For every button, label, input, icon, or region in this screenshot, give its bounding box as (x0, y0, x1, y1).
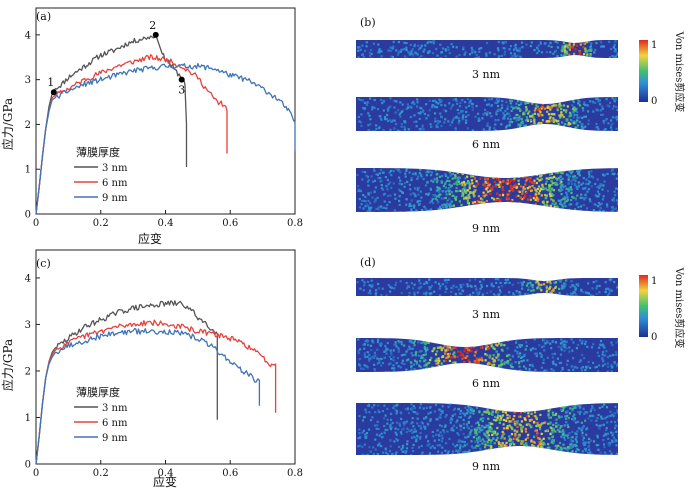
y-tick-label: 3 (25, 75, 31, 86)
y-tick-label: 2 (25, 120, 31, 131)
panel-a: (a) 0 0.2 0.4 0.6 0.8 0 1 2 3 4 1 2 3 应变 应力/GPa 薄膜厚度… (0, 7, 303, 246)
y-tick-label: 2 (25, 366, 31, 377)
series-line-6nm (35, 54, 228, 215)
panel-label-b: (b) (360, 16, 376, 29)
colorbar-min-d: 0 (651, 332, 657, 343)
marker-point-3 (178, 76, 185, 83)
slab-strain-speckle (357, 97, 618, 131)
y-tick-label: 4 (25, 273, 31, 284)
strain-maps-d (356, 278, 618, 455)
legend-label-6nm-a: 6 nm (102, 178, 128, 189)
slab-label-6nm-d: 6 nm (472, 377, 501, 390)
marker-label-3: 3 (178, 84, 185, 97)
slab-label-9nm-b: 9 nm (472, 222, 501, 235)
x-tick-label: 0.4 (158, 218, 174, 229)
legend-label-9nm-a: 9 nm (102, 193, 128, 204)
xlabel-a: 应变 (138, 231, 162, 246)
ylabel-c: 应力/GPa (0, 339, 15, 391)
x-tick-label: 0.2 (93, 468, 109, 479)
x-tick-label: 0.4 (158, 468, 174, 479)
legend-title-c: 薄膜厚度 (76, 385, 120, 399)
legend-label-3nm-a: 3 nm (102, 163, 128, 174)
stress-strain-plot-a: 0 0.2 0.4 0.6 0.8 0 1 2 3 4 1 2 3 (25, 7, 303, 229)
x-tick-label: 0.8 (287, 218, 303, 229)
marker-point-2 (152, 31, 159, 38)
colorbar-d: 1 0 Von mises剪应变 (639, 267, 686, 349)
slab-9nm-b (356, 168, 618, 212)
xlabel-c: 应变 (153, 474, 177, 489)
slab-6nm-d (356, 338, 618, 372)
colorbar-label-d: Von mises剪应变 (673, 267, 686, 349)
slab-label-6nm-b: 6 nm (472, 138, 501, 151)
slab-3nm-b (356, 40, 618, 58)
x-tick-label: 0.2 (93, 218, 109, 229)
panel-b: (b) 3 nm 6 nm 9 nm 1 0 Von mises剪应变 (356, 16, 686, 235)
x-tick-label: 0.8 (287, 468, 303, 479)
ylabel-a: 应力/GPa (0, 98, 15, 150)
strain-maps-b (356, 40, 618, 212)
x-tick-label: 0 (33, 468, 39, 479)
x-tick-label: 0.6 (222, 218, 238, 229)
legend-title-a: 薄膜厚度 (76, 145, 120, 159)
x-tick-label: 0.6 (222, 468, 238, 479)
legend-label-9nm-c: 9 nm (102, 433, 128, 444)
colorbar-min-b: 0 (651, 96, 657, 107)
colorbar-label-b: Von mises剪应变 (673, 31, 686, 113)
slab-label-3nm-d: 3 nm (472, 308, 501, 321)
y-tick-label: 0 (25, 210, 31, 221)
panel-c: (c) 0 0.2 0.4 0.6 0.8 0 1 2 3 4 应变 应力/GPa 薄膜厚度 3 … (0, 249, 303, 489)
x-tick-label: 0 (33, 218, 39, 229)
y-tick-label: 4 (25, 30, 31, 41)
y-tick-label: 3 (25, 320, 31, 331)
y-tick-label: 1 (25, 165, 31, 176)
slab-label-9nm-d: 9 nm (472, 460, 501, 473)
colorbar-gradient-d (639, 275, 648, 337)
legend-label-3nm-c: 3 nm (102, 403, 128, 414)
marker-label-1: 1 (47, 76, 54, 89)
plot-frame (35, 7, 296, 215)
marker-label-2: 2 (149, 19, 156, 32)
legend-label-6nm-c: 6 nm (102, 418, 128, 429)
slab-label-3nm-b: 3 nm (472, 68, 501, 81)
panel-label-d: (d) (360, 256, 376, 269)
colorbar-max-d: 1 (651, 276, 657, 287)
colorbar-max-b: 1 (651, 40, 657, 51)
panel-d: (d) 3 nm 6 nm 9 nm 1 0 Von mises剪应变 (356, 256, 686, 473)
marker-point-1 (50, 89, 57, 96)
y-tick-label: 1 (25, 413, 31, 424)
series-line-6nm (35, 319, 277, 465)
stress-strain-plot-c: 0 0.2 0.4 0.6 0.8 0 1 2 3 4 (25, 249, 303, 479)
colorbar-gradient-b (639, 40, 648, 102)
y-tick-label: 0 (25, 460, 31, 471)
panel-label-a: (a) (36, 10, 51, 23)
slab-6nm-b (356, 97, 618, 131)
legend-c: 薄膜厚度 3 nm 6 nm 9 nm (74, 385, 128, 444)
slab-3nm-d (356, 278, 618, 296)
series-line-9nm (35, 328, 261, 465)
series-line-3nm (35, 300, 218, 465)
slab-9nm-d (356, 403, 618, 455)
legend-a: 薄膜厚度 3 nm 6 nm 9 nm (74, 145, 128, 204)
colorbar-b: 1 0 Von mises剪应变 (639, 31, 686, 113)
slab-strain-speckle (357, 40, 618, 58)
plot-frame (35, 249, 296, 465)
panel-label-c: (c) (36, 257, 51, 270)
series-line-9nm (35, 62, 296, 215)
